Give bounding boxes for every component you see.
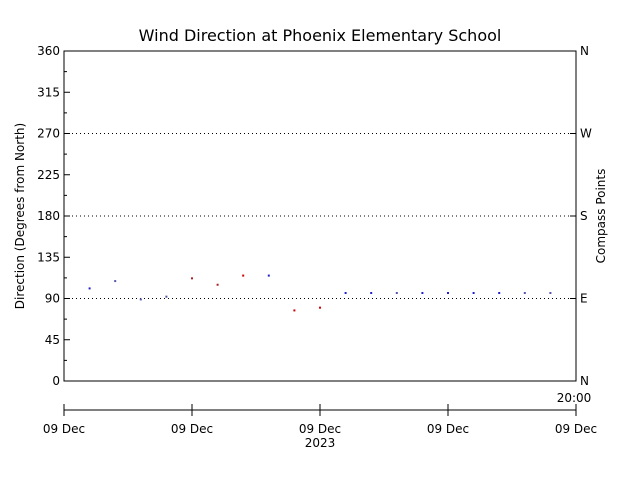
y-tick-label: 0 (52, 374, 60, 388)
compass-tick-label: S (580, 209, 588, 223)
compass-tick-label: W (580, 127, 592, 141)
x-tick-label: 09 Dec (171, 422, 213, 436)
data-point (216, 283, 219, 286)
y-tick-label: 270 (37, 127, 60, 141)
compass-tick-label: E (580, 292, 588, 306)
data-point (191, 277, 193, 280)
y-tick-label: 135 (37, 250, 60, 264)
y-tick-label: 45 (45, 333, 60, 347)
y-tick-label: 180 (37, 209, 60, 223)
x-tick-label: 09 Dec (43, 422, 85, 436)
compass-tick-label: N (580, 44, 589, 58)
data-point (472, 292, 475, 294)
x-time-label: 20:00 (557, 391, 592, 405)
y-axis-label: Direction (Degrees from North) (13, 123, 27, 309)
data-point (395, 292, 398, 294)
data-point (242, 274, 245, 277)
data-point (344, 292, 347, 294)
chart-title: Wind Direction at Phoenix Elementary Sch… (139, 26, 502, 45)
y-axis-right-compass: N E S W N (570, 44, 592, 388)
x-tick-label: 09 Dec (299, 422, 341, 436)
data-point (165, 295, 168, 298)
y-axis-left: 0 45 90 135 180 225 270 315 360 (37, 44, 70, 388)
x-tick-label: 09 Dec (555, 422, 597, 436)
data-point (523, 292, 526, 294)
x-tick-label: 09 Dec (427, 422, 469, 436)
data-point (549, 292, 552, 294)
data-point (293, 309, 296, 312)
gridlines (64, 133, 576, 299)
data-point (139, 298, 142, 301)
data-point (421, 292, 424, 294)
x-year-label: 2023 (305, 436, 336, 450)
data-point (88, 287, 91, 290)
data-point (319, 306, 321, 309)
data-point (498, 292, 501, 294)
y2-axis-label: Compass Points (594, 169, 608, 264)
data-points (88, 274, 552, 312)
y-tick-label: 90 (45, 292, 60, 306)
data-point (114, 280, 117, 283)
data-point (370, 292, 373, 294)
compass-tick-label: N (580, 374, 589, 388)
y-tick-label: 315 (37, 85, 60, 99)
x-axis-time: 09 Dec 09 Dec 09 Dec 09 Dec 09 Dec (43, 404, 597, 436)
data-point (267, 274, 270, 277)
y-tick-label: 225 (37, 168, 60, 182)
y-tick-label: 360 (37, 44, 60, 58)
data-point (447, 292, 449, 294)
